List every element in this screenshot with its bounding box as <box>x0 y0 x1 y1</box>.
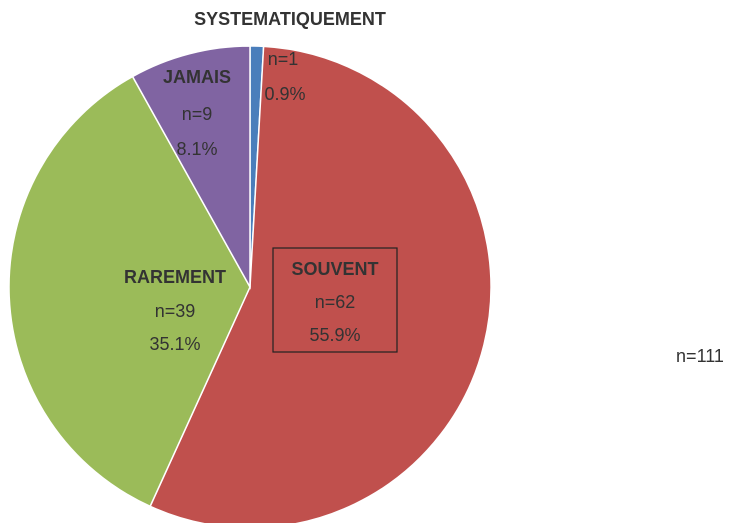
pie-slice <box>149 45 492 523</box>
total-annotation: n=111 <box>676 346 724 366</box>
slice-name: JAMAIS <box>163 67 231 87</box>
slice-count: n=62 <box>315 292 356 312</box>
slice-count: n=39 <box>155 301 196 321</box>
label-box <box>272 247 398 353</box>
slice-percent: 55.9% <box>309 325 360 345</box>
slice-percent: 0.9% <box>264 84 305 104</box>
slice-count: n=1 <box>268 49 299 69</box>
slice-name: RAREMENT <box>124 267 226 287</box>
pie-slice <box>8 75 251 508</box>
slice-percent: 35.1% <box>149 334 200 354</box>
slice-name: SOUVENT <box>291 259 378 279</box>
slice-name: SYSTEMATIQUEMENT <box>194 9 386 29</box>
pie-slice <box>131 45 251 290</box>
slice-count: n=9 <box>182 104 213 124</box>
slice-percent: 8.1% <box>176 139 217 159</box>
